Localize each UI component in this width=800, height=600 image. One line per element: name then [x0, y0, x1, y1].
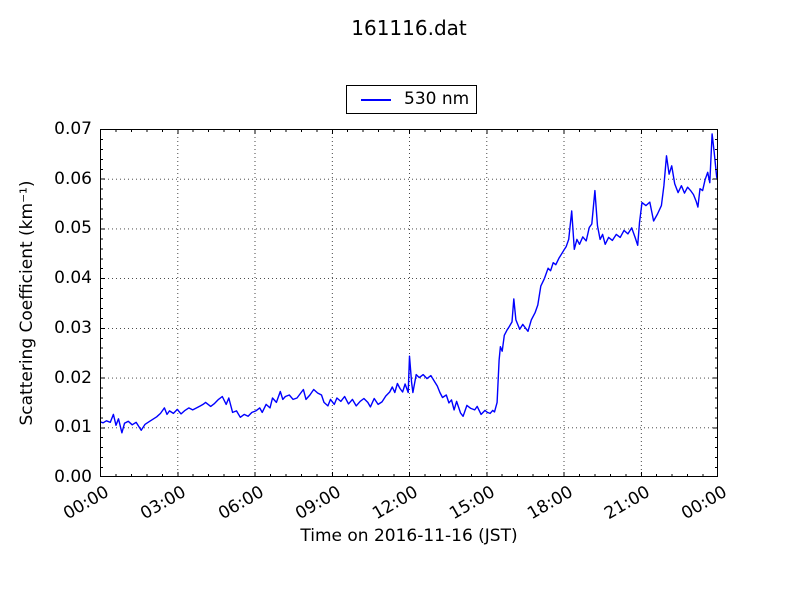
x-tick-label: 00:00 — [60, 482, 113, 524]
y-tick-label: 0.05 — [54, 218, 92, 239]
y-tick-label: 0.04 — [54, 268, 92, 289]
legend: 530 nm — [346, 85, 477, 114]
legend-line-swatch — [361, 98, 391, 101]
x-tick-label: 00:00 — [678, 482, 731, 524]
y-tick-label: 0.01 — [54, 417, 92, 438]
x-tick-label: 18:00 — [523, 482, 576, 524]
y-tick-label: 0.07 — [54, 119, 92, 139]
x-tick-label: 15:00 — [446, 482, 499, 524]
y-tick-label: 0.00 — [54, 467, 92, 487]
legend-label: 530 nm — [404, 89, 470, 109]
x-tick-label: 21:00 — [600, 482, 654, 524]
y-tick-label: 0.06 — [54, 168, 92, 189]
x-tick-label: 09:00 — [291, 482, 345, 524]
x-tick-label: 03:00 — [137, 482, 190, 524]
y-axis-label: Scattering Coefficient (km⁻¹) — [17, 180, 37, 426]
y-tick-label: 0.03 — [54, 317, 92, 338]
x-tick-label: 12:00 — [369, 482, 422, 524]
x-tick-label: 06:00 — [214, 482, 267, 524]
chart-title: 161116.dat — [351, 16, 467, 40]
x-axis-label: Time on 2016-11-16 (JST) — [300, 526, 518, 546]
series-line — [100, 133, 718, 434]
plot-area — [100, 129, 718, 477]
y-tick-label: 0.02 — [54, 367, 92, 388]
plot-frame — [100, 129, 718, 477]
